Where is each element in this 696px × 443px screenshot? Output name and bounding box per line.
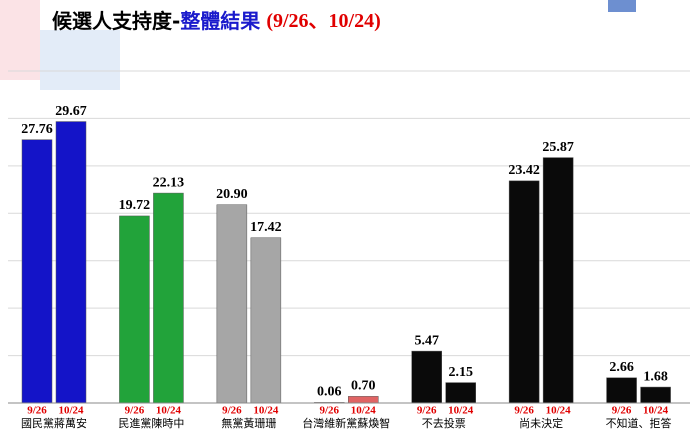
bar	[21, 139, 53, 404]
bar	[508, 180, 540, 404]
series-label: 9/26	[320, 405, 340, 417]
value-label: 19.72	[119, 198, 151, 213]
bar	[445, 382, 476, 404]
series-label: 10/24	[546, 405, 572, 417]
series-label: 9/26	[514, 405, 534, 417]
bar	[119, 215, 150, 404]
value-label: 1.68	[643, 369, 668, 384]
series-label: 10/24	[351, 405, 377, 417]
bar	[640, 386, 671, 404]
x-tick-label: 國民黨蔣萬安	[21, 416, 87, 430]
decoration	[0, 0, 40, 80]
value-label: 2.66	[609, 360, 634, 375]
value-label: 2.15	[448, 365, 473, 380]
bar	[542, 157, 574, 404]
x-tick-label: 不去投票	[422, 416, 466, 430]
x-tick-label: 不知道、拒答	[606, 416, 672, 430]
bar	[250, 237, 282, 404]
chart-title: 候選人支持度-整體結果 (9/26、10/24)	[52, 9, 381, 33]
x-tick-label: 台灣維新黨蘇煥智	[302, 416, 390, 430]
value-label: 0.70	[351, 379, 376, 394]
value-label: 17.42	[250, 220, 282, 235]
series-label: 9/26	[417, 405, 437, 417]
value-label: 22.13	[153, 175, 185, 190]
value-label: 5.47	[414, 333, 439, 348]
x-tick-label: 民進黨陳時中	[118, 416, 184, 430]
bar	[411, 350, 442, 404]
value-label: 23.42	[508, 163, 540, 178]
value-label: 29.67	[55, 104, 87, 119]
series-label: 10/24	[253, 405, 279, 417]
title-part: 候選人支持度-	[52, 9, 180, 33]
series-label: 9/26	[612, 405, 632, 417]
series-label: 9/26	[222, 405, 242, 417]
bar	[216, 204, 248, 404]
x-tick-label: 無黨黃珊珊	[221, 416, 276, 430]
value-label: 20.90	[216, 187, 248, 202]
title-part: 整體結果	[179, 9, 260, 33]
series-label: 9/26	[27, 405, 47, 417]
bar	[348, 396, 379, 404]
series-label: 9/26	[125, 405, 145, 417]
bar	[55, 121, 87, 404]
value-label: 27.76	[21, 122, 53, 137]
bar	[153, 192, 184, 404]
series-label: 10/24	[58, 405, 84, 417]
bar	[606, 377, 637, 404]
x-tick-label: 尚未決定	[519, 416, 563, 430]
title-part: (9/26、10/24)	[266, 10, 380, 32]
series-label: 10/24	[643, 405, 669, 417]
value-label: 0.06	[317, 385, 342, 400]
series-label: 10/24	[156, 405, 182, 417]
value-label: 25.87	[542, 140, 574, 155]
decoration	[608, 0, 636, 12]
decoration	[40, 30, 120, 90]
series-label: 10/24	[448, 405, 474, 417]
